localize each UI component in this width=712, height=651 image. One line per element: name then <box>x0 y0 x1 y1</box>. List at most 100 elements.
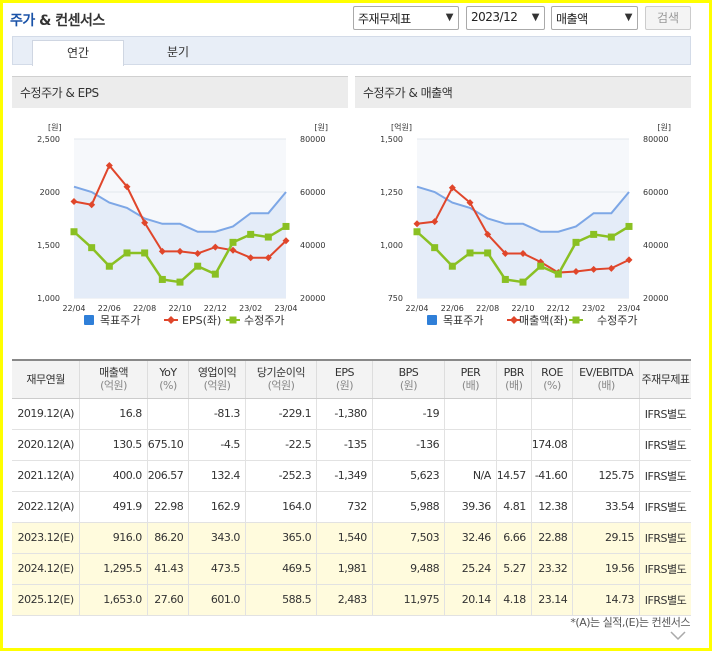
column-header-label: 당기순이익 <box>256 366 306 380</box>
column-header: 영업이익 (억원) <box>188 360 246 399</box>
table-cell: IFRS별도 <box>639 553 691 585</box>
table-cell: IFRS별도 <box>639 522 691 554</box>
right-axis-unit: [원] <box>314 123 328 132</box>
x-tick-label: 23/04 <box>274 304 297 313</box>
page-title: 주가 & 컨센서스 <box>10 13 105 29</box>
chevron-down-icon[interactable] <box>670 630 686 642</box>
table-cell: -1,349 <box>316 460 373 492</box>
table-cell: 601.0 <box>188 584 246 616</box>
column-header-label: ROE <box>541 366 563 380</box>
column-header-label: PBR <box>503 366 525 380</box>
table-cell: 343.0 <box>188 522 246 554</box>
period-select[interactable]: 2023/12 ▼ <box>466 6 545 30</box>
x-tick-label: 22/04 <box>405 304 428 313</box>
price-point <box>158 275 166 283</box>
table-cell: 12.38 <box>531 491 574 523</box>
table-cell: 473.5 <box>188 553 246 585</box>
column-header-unit: (억원) <box>203 379 231 393</box>
table-cell: 675.10 <box>147 429 190 461</box>
price-point <box>519 278 527 286</box>
target-price-line <box>73 185 287 233</box>
x-tick-label: 22/12 <box>204 304 227 313</box>
table-cell: 41.43 <box>147 553 190 585</box>
left-series-point <box>484 230 492 238</box>
eps-price-chart: 1,000 1,500 2000 2,500 20000 40000 60000 80000 [… <box>37 123 328 327</box>
table-cell: 1,540 <box>316 522 373 554</box>
table-cell <box>147 398 190 430</box>
price-point <box>448 262 456 270</box>
target-price-line <box>416 185 630 233</box>
table-cell: 23.32 <box>531 553 574 585</box>
legend-label: EPS(좌) <box>182 314 221 327</box>
tab-annual[interactable]: 연간 <box>32 40 124 66</box>
footnote: *(A)는 실적,(E)는 컨센서스 <box>570 616 690 629</box>
table-cell: -136 <box>372 429 446 461</box>
left-series-point <box>194 249 202 257</box>
legend-label: 수정주가 <box>597 314 637 327</box>
table-cell: 162.9 <box>188 491 246 523</box>
column-header-label: 매출액 <box>99 366 128 380</box>
column-header-unit: (억원) <box>100 379 127 393</box>
x-tick-label: 22/10 <box>511 304 534 313</box>
table-cell: 22.88 <box>531 522 574 554</box>
table-cell: 2025.12(E) <box>12 584 81 616</box>
price-point <box>105 262 113 270</box>
price-point <box>194 262 202 270</box>
left-tick-label: 2000 <box>40 188 60 197</box>
price-point <box>141 249 149 257</box>
table-cell: 25.24 <box>444 553 497 585</box>
x-tick-label: 22/10 <box>168 304 191 313</box>
table-cell: 2021.12(A) <box>12 460 81 492</box>
table-row: 2019.12(A) 16.8 -81.3 -229.1 -1,380 -19 IFRS별도 <box>12 398 691 430</box>
price-point <box>211 270 219 278</box>
table-cell: 7,503 <box>372 522 446 554</box>
table-cell: 2019.12(A) <box>12 398 81 430</box>
table-cell: 14.73 <box>572 584 641 616</box>
table-row: 2024.12(E) 1,295.5 41.43 473.5 469.5 1,981 9,4… <box>12 553 691 585</box>
statement-type-select[interactable]: 주재무제표 ▼ <box>353 6 459 30</box>
table-cell: 206.57 <box>147 460 190 492</box>
price-point <box>176 278 184 286</box>
left-tick-label: 1,250 <box>380 188 403 197</box>
table-cell: 130.5 <box>79 429 148 461</box>
metric-select[interactable]: 매출액 ▼ <box>551 6 638 30</box>
table-cell: 32.46 <box>444 522 497 554</box>
left-series-point <box>625 256 633 264</box>
chevron-down-icon: ▼ <box>445 12 454 23</box>
price-point <box>466 249 474 257</box>
column-header-label: EV/EBITDA <box>579 366 634 380</box>
table-cell: -4.5 <box>188 429 246 461</box>
table-cell <box>496 429 532 461</box>
x-tick-label: 23/02 <box>582 304 605 313</box>
left-axis-unit: [원] <box>48 123 62 132</box>
table-cell: 132.4 <box>188 460 246 492</box>
column-header: 매출액 (억원) <box>79 360 148 399</box>
price-point <box>247 230 255 238</box>
sales-price-chart: 750 1,000 1,250 1,500 20000 40000 60000 80000 [억… <box>380 122 671 327</box>
price-point <box>282 222 290 230</box>
right-tick-label: 60000 <box>300 188 325 197</box>
price-point <box>431 244 439 252</box>
price-point <box>554 270 562 278</box>
search-button[interactable]: 검색 <box>645 6 691 30</box>
column-header-unit: (배) <box>597 379 616 393</box>
table-cell: 86.20 <box>147 522 190 554</box>
table-cell <box>444 429 497 461</box>
tab-quarterly[interactable]: 분기 <box>166 45 190 59</box>
left-series-point <box>413 220 421 228</box>
column-header-label: 영업이익 <box>197 366 237 380</box>
column-header-unit: (%) <box>543 379 561 393</box>
left-tick-label: 1,000 <box>380 241 403 250</box>
table-cell: 5,988 <box>372 491 446 523</box>
column-header: EV/EBITDA (배) <box>572 360 641 399</box>
left-series-point <box>176 247 184 255</box>
left-series-point <box>141 219 149 227</box>
table-cell: 14.57 <box>496 460 532 492</box>
left-series-point <box>264 254 272 262</box>
table-cell: 23.14 <box>531 584 574 616</box>
table-row: 2023.12(E) 916.0 86.20 343.0 365.0 1,540 7,503… <box>12 522 691 554</box>
period-tabs: 연간 분기 <box>12 36 691 66</box>
table-cell: 2024.12(E) <box>12 553 81 585</box>
table-cell: 39.36 <box>444 491 497 523</box>
